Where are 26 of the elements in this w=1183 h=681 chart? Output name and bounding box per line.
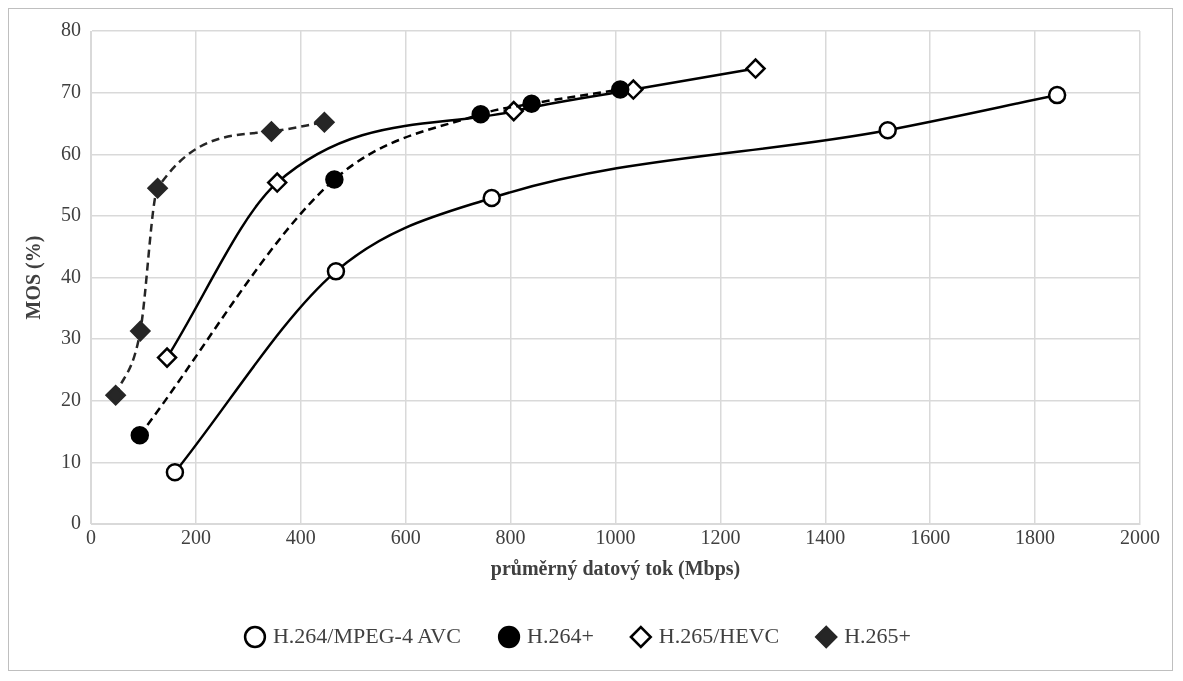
x-tick-label: 1200 <box>700 526 741 549</box>
x-axis-title: průměrný datový tok (Mbps) <box>490 557 741 581</box>
x-tick-label: 1400 <box>805 526 846 549</box>
y-axis-title: MOS (%) <box>22 235 46 320</box>
legend-label: H.265/HEVC <box>658 622 780 648</box>
y-tick-label: 50 <box>61 203 81 226</box>
x-tick-label: 600 <box>390 526 421 549</box>
legend-label: H.264+ <box>527 622 594 648</box>
y-tick-label: 80 <box>61 18 81 41</box>
y-tick-label: 20 <box>61 388 81 410</box>
x-tick-label: 400 <box>285 526 316 549</box>
x-tick-label: 800 <box>495 526 526 549</box>
y-tick-label: 0 <box>71 511 81 534</box>
x-tick-label: 200 <box>180 526 211 549</box>
legend-label: H.264/MPEG-4 AVC <box>272 622 461 648</box>
y-tick-label: 30 <box>61 326 81 349</box>
x-tick-label: 2000 <box>1120 526 1160 549</box>
y-tick-label: 60 <box>61 141 81 164</box>
x-tick-label: 0 <box>86 526 96 549</box>
x-tick-label: 1000 <box>595 526 636 549</box>
x-tick-label: 1600 <box>910 526 951 549</box>
legend-label: H.265+ <box>844 622 912 648</box>
y-tick-label: 10 <box>61 449 81 472</box>
y-tick-label: 40 <box>61 264 81 287</box>
x-tick-label: 1800 <box>1015 526 1056 549</box>
y-tick-label: 70 <box>61 79 81 102</box>
